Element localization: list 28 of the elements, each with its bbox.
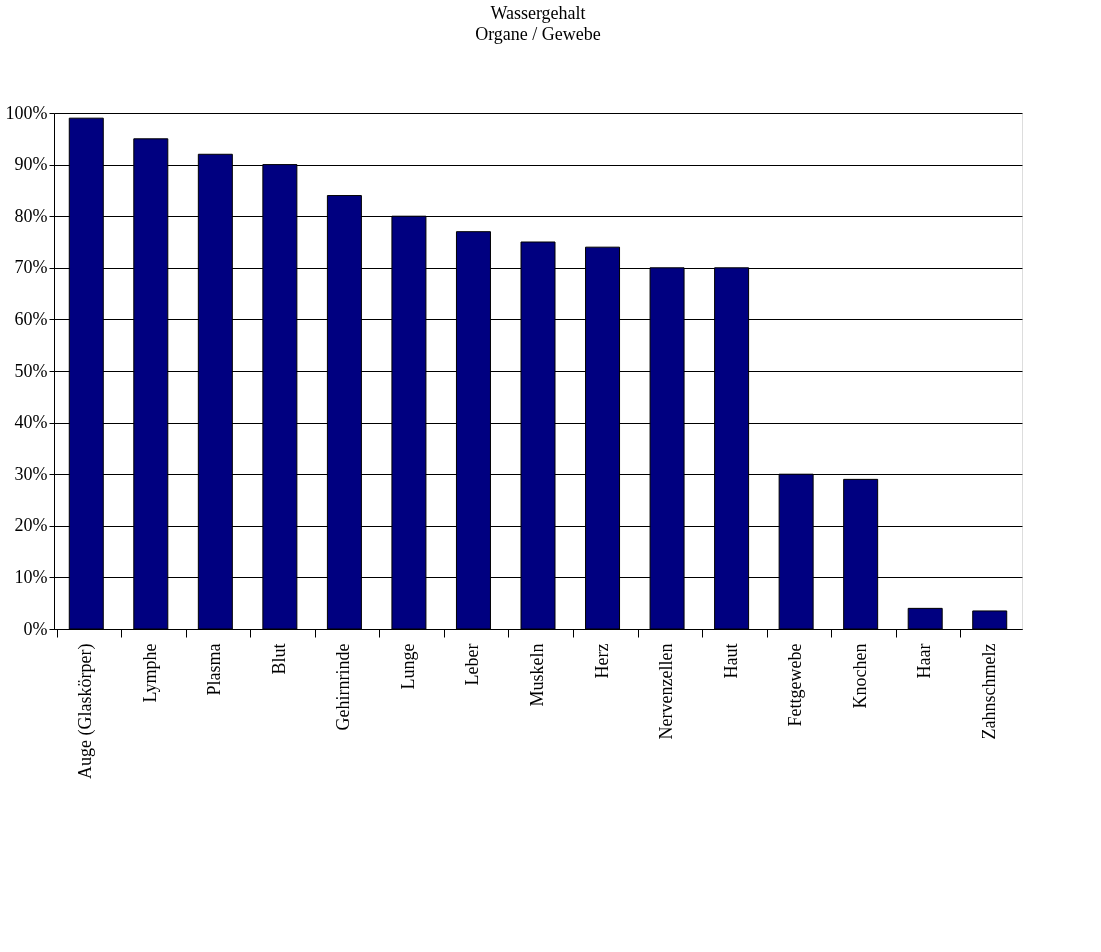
- x-tick-label: Herz: [591, 643, 612, 679]
- y-tick-label: 80%: [14, 205, 48, 226]
- y-tick-label: 10%: [14, 566, 48, 587]
- y-tick-label: 50%: [14, 360, 48, 381]
- y-tick-label: 40%: [14, 412, 48, 433]
- x-tick-label: Gehirnrinde: [333, 643, 354, 731]
- x-tick-label: Blut: [268, 643, 289, 675]
- x-tick-label: Knochen: [849, 643, 870, 709]
- x-tick-label: Haut: [720, 643, 741, 679]
- y-tick-label: 70%: [14, 257, 48, 278]
- y-tick-label: 30%: [14, 463, 48, 484]
- x-tick-label: Plasma: [204, 643, 225, 696]
- x-tick-label: Lymphe: [139, 643, 160, 703]
- y-tick-label: 20%: [14, 515, 48, 536]
- y-tick-label: 100%: [5, 102, 48, 123]
- y-tick-label: 0%: [23, 618, 48, 639]
- x-tick-label: Auge (Glaskörper): [75, 643, 97, 779]
- x-tick-label: Lunge: [397, 643, 418, 690]
- y-tick-label: 90%: [14, 154, 48, 175]
- x-tick-label: Muskeln: [527, 643, 547, 707]
- x-tick-label: Fettgewebe: [785, 643, 806, 727]
- chart-title: Wassergehalt: [490, 3, 586, 23]
- x-tick-label: Haar: [914, 643, 935, 679]
- chart-subtitle: Organe / Gewebe: [475, 24, 601, 44]
- x-tick-label: Nervenzellen: [656, 643, 677, 740]
- x-tick-label: Leber: [462, 643, 483, 686]
- y-tick-label: 60%: [14, 308, 48, 329]
- x-tick-label: Zahnschmelz: [978, 643, 999, 740]
